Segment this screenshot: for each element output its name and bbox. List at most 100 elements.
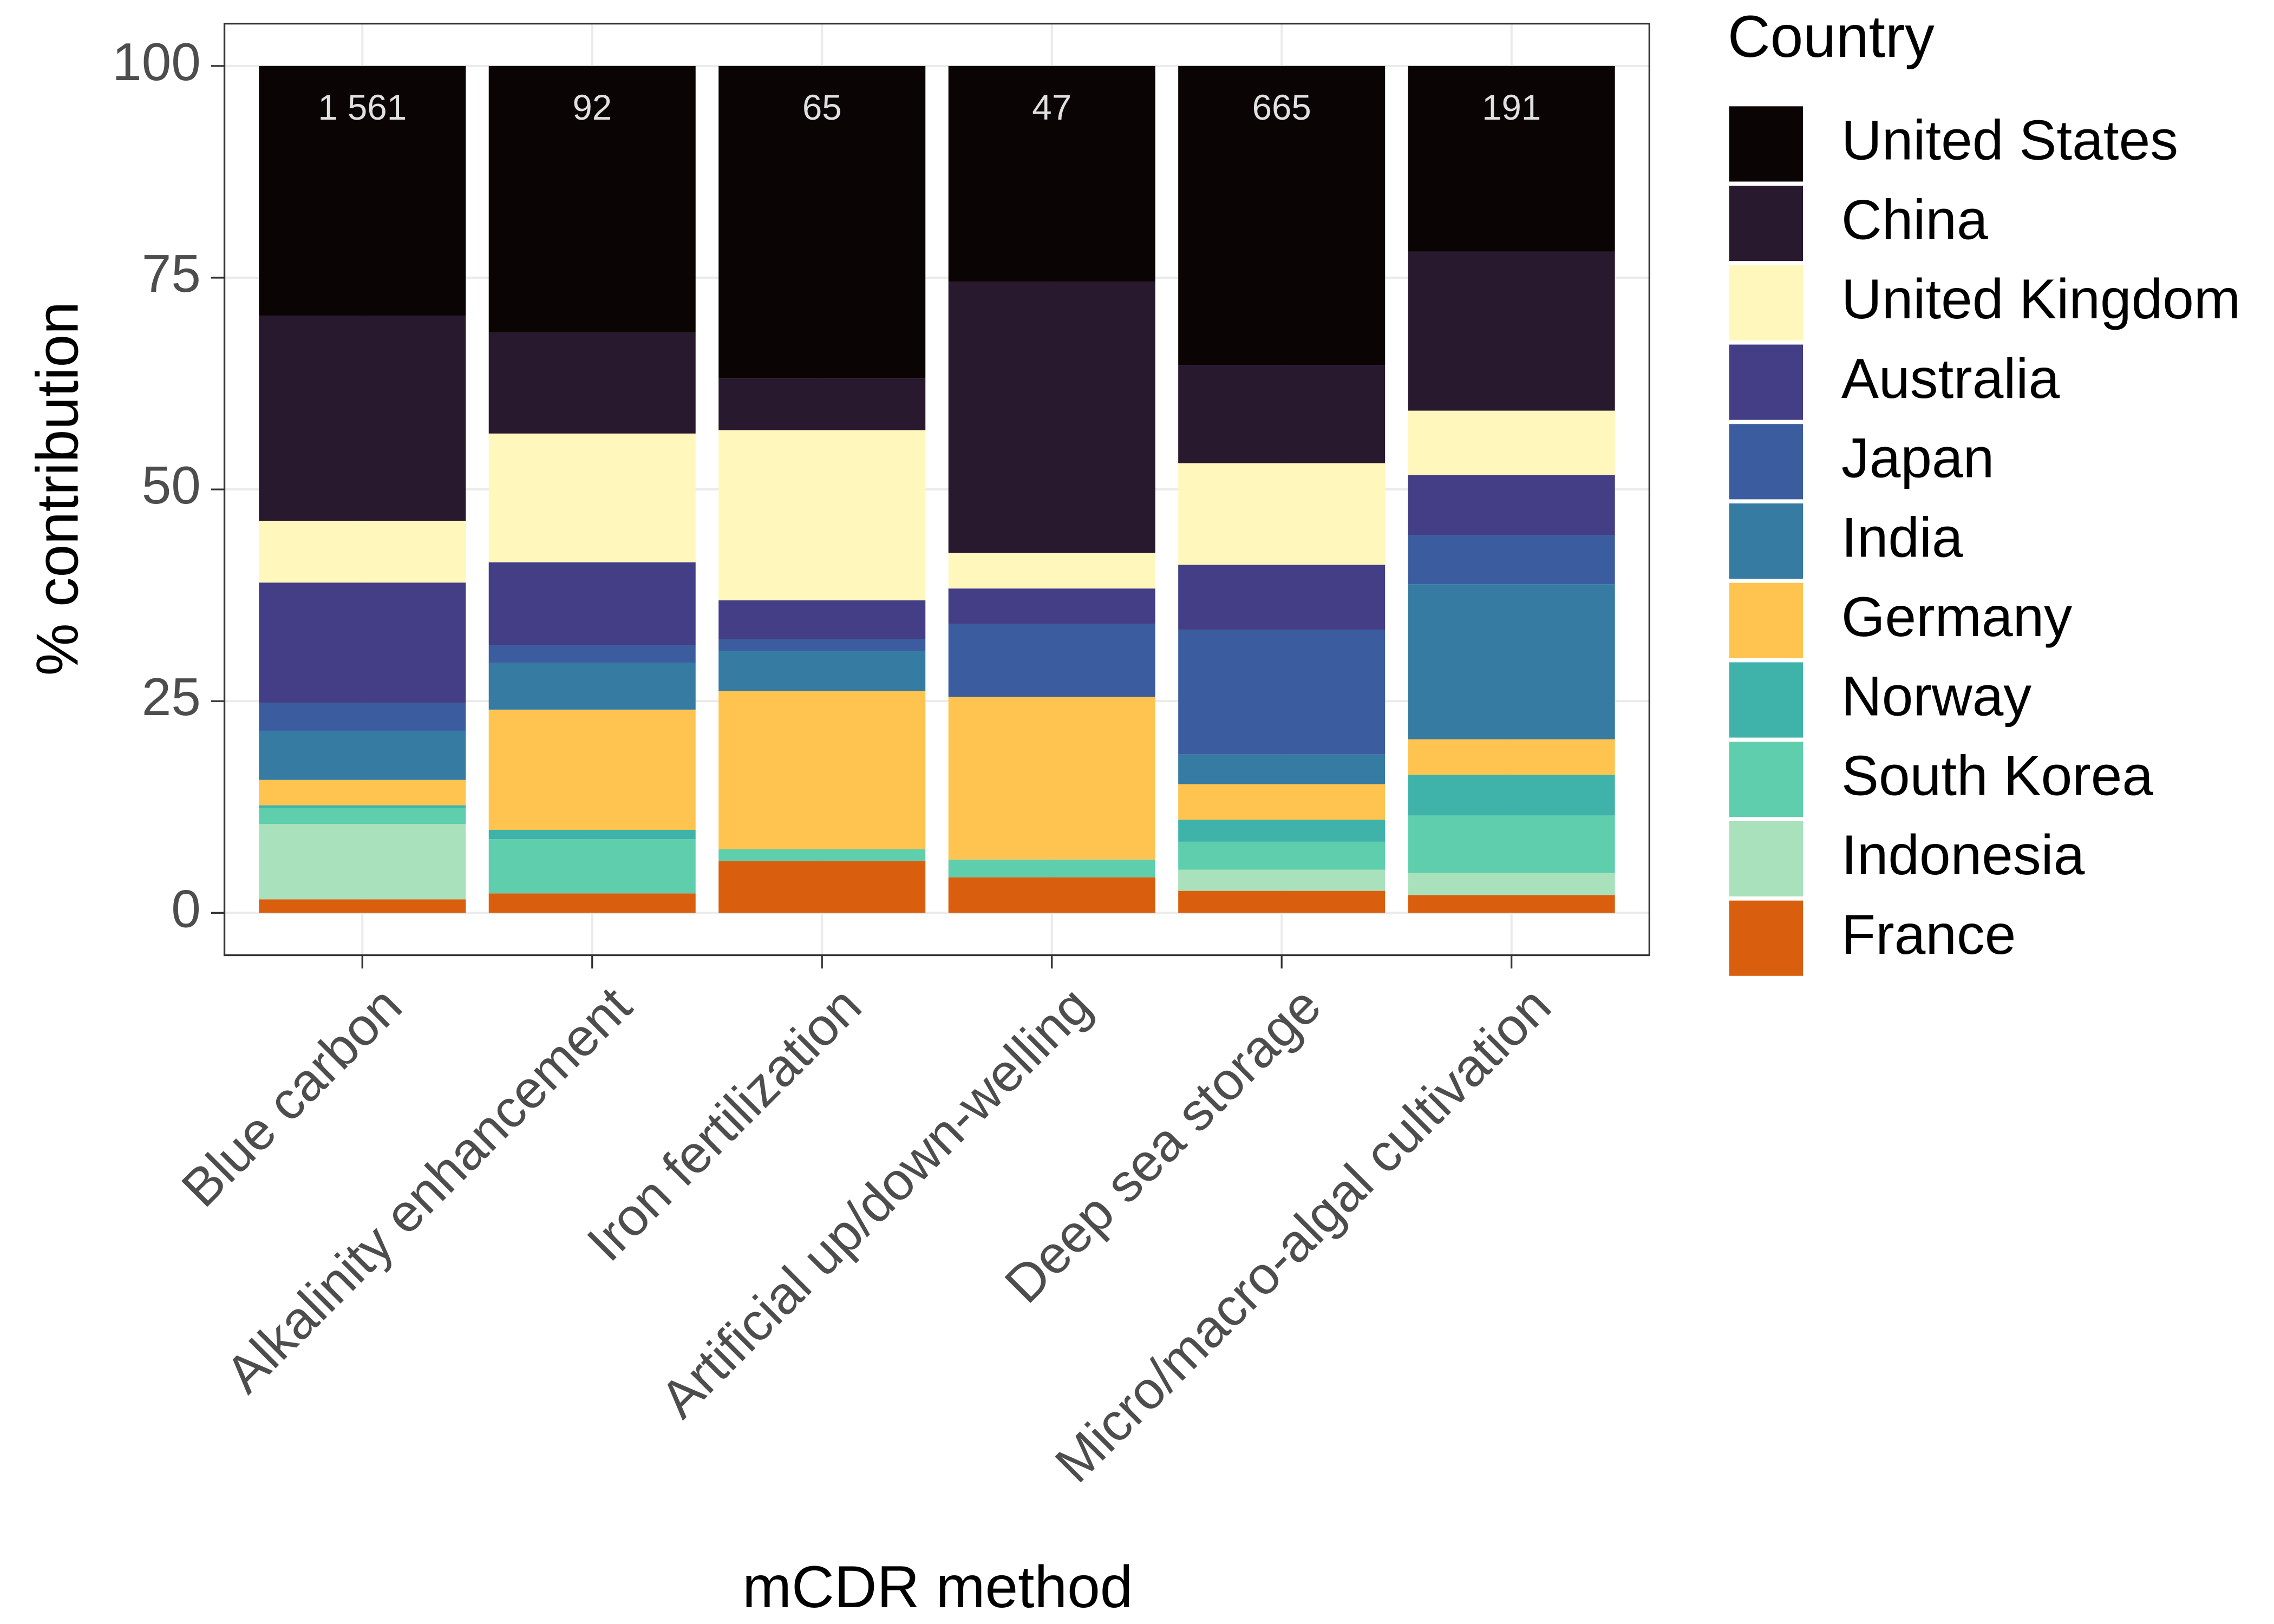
x-tick-label: Micro/macro-algal cultivation <box>1043 975 1561 1494</box>
bar-segment <box>259 824 466 900</box>
bar-segment <box>1408 410 1615 475</box>
bar-segment <box>1178 565 1386 630</box>
y-tick-label: 100 <box>112 32 201 91</box>
bar-segment <box>259 808 466 824</box>
bar-segment <box>718 639 926 651</box>
x-tick-label: Alkalinity enhancement <box>214 975 643 1404</box>
legend-swatch <box>1729 662 1803 738</box>
bar-segment <box>259 582 466 703</box>
bar-segment <box>718 861 926 913</box>
bar-segment <box>488 433 696 562</box>
legend-label: Japan <box>1841 427 1994 489</box>
x-tick-label: Artificial up/down-welling <box>649 975 1102 1429</box>
legend-label: Norway <box>1841 665 2031 728</box>
bar-segment <box>718 378 926 430</box>
bar-segment <box>948 859 1155 878</box>
legend-label: South Korea <box>1841 744 2153 807</box>
bar-segment <box>488 839 696 894</box>
bar-segment <box>1178 869 1386 891</box>
total-label: 92 <box>572 88 612 127</box>
bar-segment <box>1408 66 1615 252</box>
bar-segment <box>488 709 696 830</box>
bar-segment <box>1178 841 1386 870</box>
bar-segment <box>1178 890 1386 913</box>
bar-segment <box>718 430 926 601</box>
bar-segment <box>259 703 466 731</box>
bar-segment <box>488 332 696 434</box>
bar-segment <box>259 730 466 780</box>
bar-segment <box>718 66 926 379</box>
legend-swatch <box>1729 503 1803 579</box>
bar-segment <box>488 893 696 913</box>
total-label: 665 <box>1252 88 1311 127</box>
bar-segment <box>1178 754 1386 784</box>
legend-label: Germany <box>1841 585 2072 648</box>
legend-label: China <box>1841 188 1988 251</box>
legend-swatch <box>1729 186 1803 261</box>
bar-segment <box>259 316 466 521</box>
legend-swatch <box>1729 265 1803 340</box>
bar-segment <box>1178 66 1386 365</box>
bar-segment <box>1408 475 1615 535</box>
bar-segment <box>259 805 466 808</box>
bar-segment <box>1408 873 1615 895</box>
bar-segment <box>488 562 696 645</box>
legend-label: France <box>1841 903 2016 966</box>
bar-segment <box>488 830 696 840</box>
legend-swatch <box>1729 424 1803 500</box>
legend-swatch <box>1729 900 1803 976</box>
legend-swatch <box>1729 582 1803 658</box>
total-label: 47 <box>1032 88 1071 127</box>
y-tick-label: 0 <box>171 879 201 938</box>
total-label: 191 <box>1482 88 1541 127</box>
legend-label: Australia <box>1841 347 2060 410</box>
legend-label: Indonesia <box>1841 823 2085 886</box>
bar-segment <box>259 899 466 913</box>
bar-segment <box>1408 815 1615 873</box>
bar-segment <box>259 520 466 583</box>
total-label: 65 <box>802 88 842 127</box>
bar-segment <box>1178 365 1386 463</box>
legend-swatch <box>1729 742 1803 817</box>
x-axis-title: mCDR method <box>742 1554 1133 1620</box>
bar-segment <box>948 281 1155 553</box>
bar-segment <box>948 624 1155 697</box>
bar-segment <box>488 66 696 333</box>
y-tick-label: 50 <box>142 455 201 515</box>
bar-segment <box>488 645 696 663</box>
bar-segment <box>948 588 1155 624</box>
bar-segment <box>718 691 926 849</box>
bar-segment <box>1408 895 1615 913</box>
bar-segment <box>718 651 926 691</box>
bar-segment <box>259 780 466 806</box>
legend-swatch <box>1729 106 1803 182</box>
bar-segment <box>488 663 696 710</box>
legend-swatch <box>1729 344 1803 420</box>
legend-label: United Kingdom <box>1841 267 2240 330</box>
x-tick-label: Blue carbon <box>170 975 413 1218</box>
bar-segment <box>259 66 466 316</box>
legend-title: Country <box>1728 4 1935 70</box>
bar-segment <box>1178 784 1386 820</box>
bar-segment <box>1408 584 1615 739</box>
bar-segment <box>718 849 926 861</box>
bar-segment <box>1408 251 1615 411</box>
bar-segment <box>1408 739 1615 775</box>
bar-segment <box>948 877 1155 913</box>
total-label: 1 561 <box>318 88 407 127</box>
bar-segment <box>1178 630 1386 755</box>
bar-segment <box>1408 535 1615 585</box>
bar-segment <box>948 66 1155 282</box>
y-tick-label: 25 <box>142 667 201 726</box>
legend-swatch <box>1729 821 1803 896</box>
y-tick-label: 75 <box>142 244 201 303</box>
y-axis-title: % contribution <box>24 302 90 676</box>
bar-segment <box>1408 775 1615 816</box>
bar-segment <box>718 600 926 640</box>
bar-segment <box>1178 820 1386 842</box>
bar-segment <box>948 553 1155 589</box>
legend-label: India <box>1841 506 1963 568</box>
legend-label: United States <box>1841 109 2178 172</box>
bar-segment <box>1178 463 1386 565</box>
